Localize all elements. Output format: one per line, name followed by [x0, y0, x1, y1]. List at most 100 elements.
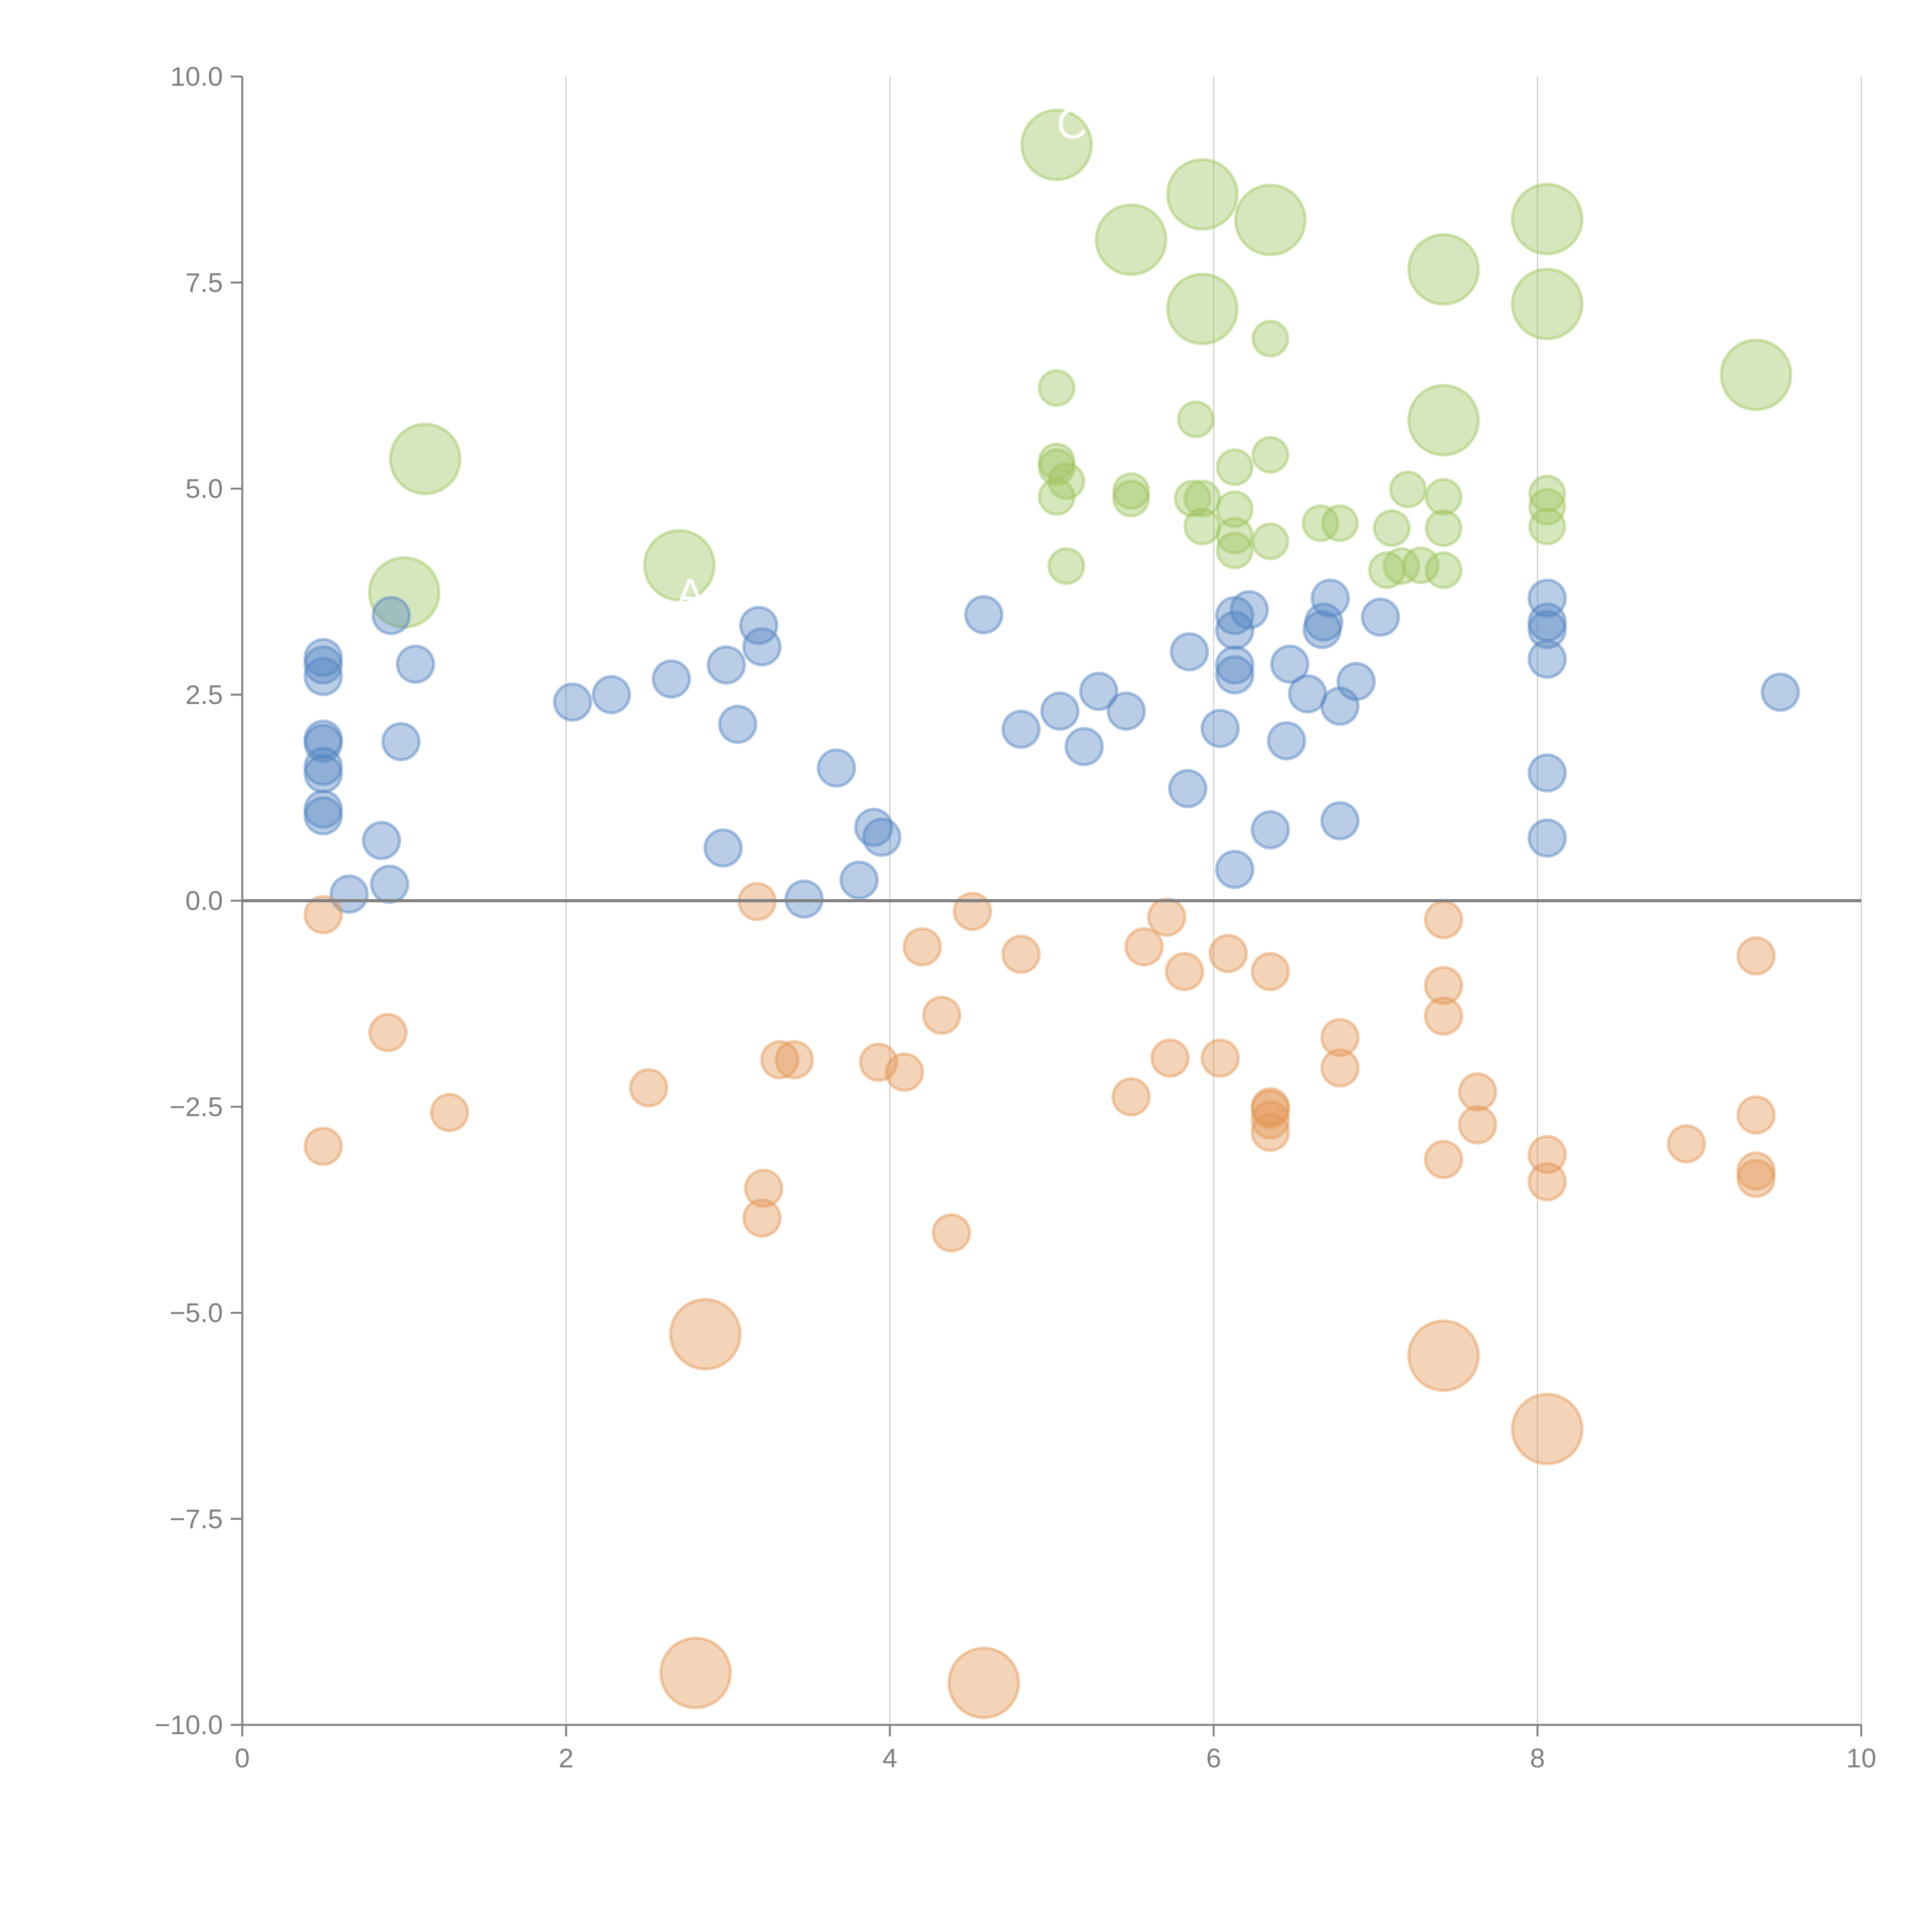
data-point-blue	[1288, 674, 1328, 714]
data-point-green	[1407, 233, 1480, 306]
data-point-orange	[1200, 1038, 1240, 1078]
data-point-blue	[1302, 610, 1342, 650]
data-point-blue	[303, 754, 343, 794]
data-point-blue	[1310, 578, 1350, 618]
y-tick-label: −2.5	[170, 1092, 223, 1122]
x-tick-label: 0	[235, 1743, 250, 1773]
data-point-green	[1321, 504, 1359, 543]
data-point-orange	[947, 1646, 1020, 1719]
data-point-green	[1368, 551, 1406, 589]
data-point-green	[1251, 522, 1289, 561]
data-point-orange	[1001, 934, 1041, 974]
data-point-orange	[659, 1636, 732, 1709]
data-point-blue	[1079, 672, 1119, 711]
data-point-orange	[1250, 952, 1290, 992]
data-point-green	[389, 422, 462, 495]
y-tick-label: −7.5	[170, 1504, 223, 1534]
data-point-blue	[1250, 810, 1290, 850]
data-point-orange	[669, 1298, 742, 1371]
data-point-orange	[1250, 1087, 1290, 1127]
data-point-blue	[703, 828, 743, 868]
data-point-orange	[744, 1168, 784, 1208]
data-point-blue	[329, 874, 369, 914]
data-point-green	[1037, 369, 1076, 407]
data-point-green	[1166, 158, 1239, 231]
data-point-blue	[651, 659, 691, 699]
data-point-blue	[592, 675, 631, 714]
data-point-blue	[303, 638, 343, 677]
data-point-orange	[303, 895, 343, 935]
data-point-orange	[1320, 1018, 1360, 1058]
data-point-green	[1511, 183, 1584, 256]
data-point-blue	[1215, 595, 1255, 635]
data-point-green	[643, 529, 716, 602]
group-label: A	[676, 570, 705, 617]
data-point-orange	[1111, 1077, 1151, 1117]
data-point-orange	[303, 1126, 343, 1166]
data-point-blue	[303, 796, 343, 836]
tick-labels: A C 10.0 7.5 5.0 2.5 0.0 −2.5 −5.0 −7.5 −10.0 0 2 4 6 8…	[155, 61, 1876, 1773]
data-point-green	[1424, 509, 1463, 547]
data-point-blue	[839, 860, 879, 900]
data-point-blue	[1168, 769, 1208, 808]
data-point-orange	[1423, 1139, 1463, 1179]
data-point-blue	[1001, 709, 1041, 749]
data-point-green	[1037, 442, 1076, 481]
data-point-blue	[706, 645, 746, 685]
data-point-orange	[922, 995, 962, 1035]
data-point-green	[1173, 480, 1212, 518]
y-tick-label: 2.5	[185, 680, 223, 710]
data-point-green	[1251, 436, 1289, 474]
data-point-orange	[1423, 996, 1463, 1036]
data-point-blue	[1527, 753, 1567, 793]
data-point-orange	[1250, 1100, 1290, 1140]
data-point-green	[1216, 490, 1254, 528]
y-tick-label: −10.0	[155, 1710, 223, 1740]
data-point-orange	[1320, 1048, 1360, 1088]
data-point-blue	[303, 719, 343, 759]
data-point-blue	[1527, 610, 1567, 650]
data-point-orange	[952, 891, 992, 931]
data-point-blue	[1320, 801, 1360, 841]
data-point-blue	[1215, 849, 1255, 889]
data-point-blue	[816, 748, 856, 788]
data-point-blue	[1267, 721, 1306, 761]
data-point-blue	[1336, 662, 1376, 701]
data-point-orange	[902, 927, 942, 967]
y-tick-label: 7.5	[185, 267, 223, 298]
data-point-blue	[1361, 597, 1400, 637]
data-point-orange	[742, 1198, 782, 1238]
y-tick-label: 5.0	[185, 474, 223, 504]
data-point-blue	[381, 722, 421, 762]
data-point-orange	[1250, 1089, 1290, 1129]
data-point-blue	[1527, 818, 1567, 858]
data-point-blue	[303, 789, 343, 829]
data-point-orange	[1527, 1162, 1567, 1202]
data-point-green	[1037, 448, 1076, 486]
data-point-orange	[1527, 1134, 1567, 1174]
data-point-blue	[739, 605, 779, 645]
data-point-green	[1183, 480, 1221, 518]
data-point-blue	[1230, 590, 1269, 630]
data-point-green	[1424, 478, 1463, 516]
data-point-orange	[368, 1013, 408, 1053]
data-point-green	[1047, 462, 1085, 500]
data-point-orange	[1667, 1124, 1706, 1164]
data-point-blue	[862, 817, 902, 857]
data-point-green	[1216, 448, 1254, 486]
data-point-orange	[1147, 897, 1187, 937]
data-point-blue	[396, 644, 435, 684]
y-tick-label: 10.0	[170, 61, 223, 92]
data-point-orange	[1208, 934, 1248, 973]
data-point-green	[1183, 507, 1221, 546]
x-tick-label: 10	[1846, 1743, 1876, 1773]
data-point-blue	[1106, 691, 1146, 731]
data-point-blue	[854, 808, 894, 847]
data-point-green	[1424, 551, 1463, 589]
data-point-green	[1177, 400, 1215, 439]
data-point-blue	[784, 879, 824, 919]
data-point-green	[1528, 488, 1566, 526]
data-point-orange	[1736, 1095, 1776, 1135]
data-point-blue	[1170, 632, 1209, 672]
